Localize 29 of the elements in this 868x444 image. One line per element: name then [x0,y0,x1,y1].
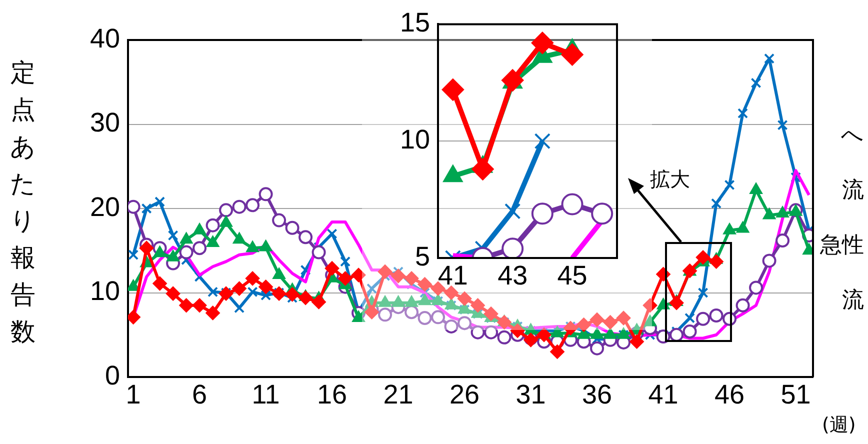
x-tick-label: 45 [557,260,588,291]
y-axis-title: 定点あたり報告数 [9,57,37,348]
y-tick-label: 30 [90,108,120,138]
x-tick-label: 46 [714,380,745,410]
y-tick-label: 0 [104,360,120,390]
x-tick-label: 16 [317,380,348,410]
x-tick-label: 43 [498,260,528,291]
x-tick-label: 41 [648,380,678,410]
x-tick-label: 1 [126,380,141,410]
text: へ [840,122,864,150]
x-tick-label: 6 [192,380,208,410]
y-tick-label: 10 [90,276,120,306]
annotation: 拡大 [650,166,690,193]
y-tick-label: 15 [400,8,430,38]
x-tick-label: 11 [252,380,280,410]
x-tick-label: 26 [450,380,480,410]
y-tick-label: 20 [90,192,120,222]
x-tick-label: 21 [383,380,414,410]
x-tick-label: 36 [582,380,612,410]
text: 流 [841,177,864,205]
text: 急性 [819,232,864,260]
text: 流 [841,287,864,315]
x-tick-label: 51 [780,380,811,410]
x-tick-label: 41 [438,260,468,291]
x-axis-title: (週) [822,413,856,438]
y-tick-label: 40 [90,23,120,54]
y-tick-label: 5 [414,241,430,272]
x-tick-label: 31 [516,380,546,410]
y-tick-label: 10 [400,124,430,155]
